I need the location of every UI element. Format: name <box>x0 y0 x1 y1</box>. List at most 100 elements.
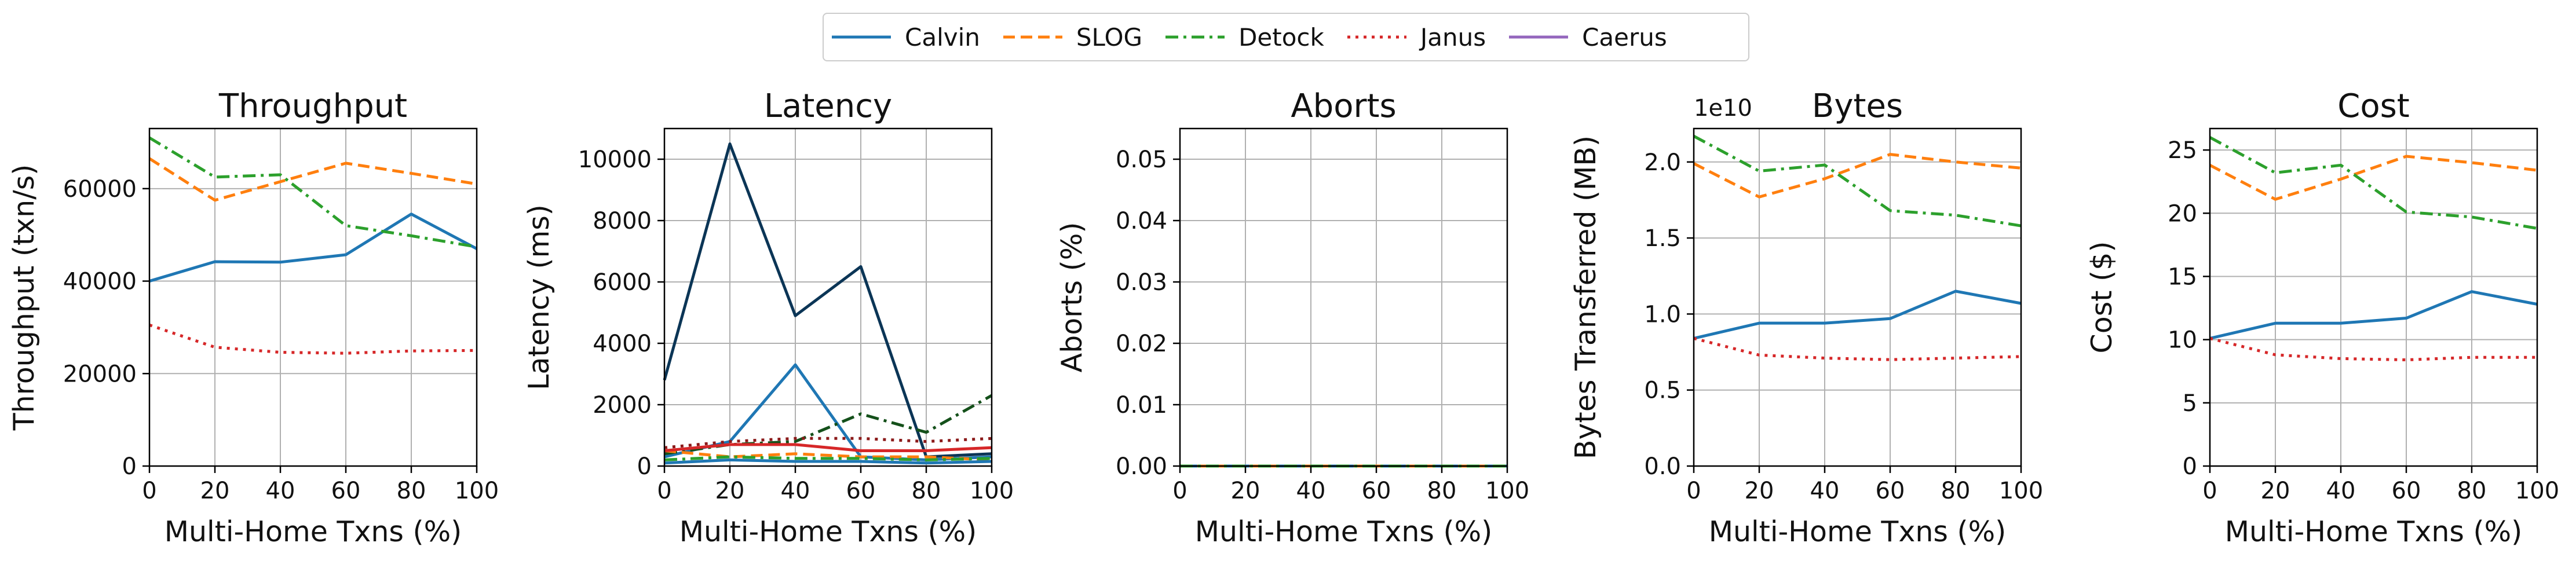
x-tick-label: 0 <box>1686 478 1701 504</box>
y-tick-label: 20000 <box>63 361 137 387</box>
x-tick-label: 0 <box>657 478 671 504</box>
chart-panel-throughput: 0 20 40 60 80 100 0 20000 40000 60000 Throughput Mu… <box>8 87 499 548</box>
y-tick-label: 0.5 <box>1644 377 1681 404</box>
series-line-janus <box>2209 337 2537 362</box>
x-tick-label: 20 <box>2261 478 2290 504</box>
legend-swatch <box>1509 35 1569 39</box>
legend-entry-slog: SLOG <box>1001 23 1142 52</box>
x-tick-label: 80 <box>397 478 426 504</box>
x-tick-label: 40 <box>266 478 295 504</box>
chart-panel-bytes: 0 20 40 60 80 100 0.0 0.5 1.0 1.5 2.0 Bytes Multi-Ho… <box>1569 87 2043 548</box>
x-tick-label: 60 <box>331 478 361 504</box>
plot-frame <box>148 127 478 467</box>
legend-entry-caerus: Caerus <box>1507 23 1667 52</box>
x-axis-label: Multi-Home Txns (%) <box>2225 515 2523 548</box>
y-axis-label: Bytes Transferred (MB) <box>1569 135 1602 459</box>
x-tick-label: 100 <box>1999 478 2043 504</box>
y-tick-label: 20 <box>2168 200 2197 227</box>
x-tick-label: 60 <box>2392 478 2421 504</box>
y-tick-label: 10000 <box>578 146 652 173</box>
legend-entry-calvin: Calvin <box>830 23 980 52</box>
legend-label: Janus <box>1420 23 1486 52</box>
chart-title: Latency <box>764 87 892 125</box>
x-tick-label: 0 <box>142 478 156 504</box>
x-tick-label: 40 <box>781 478 810 504</box>
x-tick-label: 100 <box>2515 478 2559 504</box>
chart-title: Throughput <box>218 87 407 125</box>
y-tick-label: 60000 <box>63 176 137 203</box>
x-tick-label: 20 <box>1745 478 1774 504</box>
y-tick-label: 0 <box>2183 453 2197 480</box>
y-tick-label: 40000 <box>63 269 137 295</box>
legend-label: Detock <box>1238 23 1324 52</box>
series-line-detock <box>148 136 477 248</box>
y-tick-label: 15 <box>2168 263 2197 290</box>
legend: Calvin SLOG Detock Janus Caerus <box>823 13 1749 61</box>
legend-swatch <box>832 35 891 39</box>
y-tick-label: 0.00 <box>1116 453 1167 480</box>
y-tick-label: 6000 <box>593 269 652 296</box>
y-tick-label: 2000 <box>593 392 652 419</box>
series-line-0 <box>663 142 992 459</box>
series-line-6 <box>664 455 992 461</box>
y-tick-label: 2.0 <box>1644 149 1681 176</box>
y-axis-label: Cost ($) <box>2085 241 2118 354</box>
series-line-detock <box>1693 134 2022 228</box>
series-line-detock <box>2209 136 2538 230</box>
chart-title: Cost <box>2337 87 2410 125</box>
legend-label: Calvin <box>905 23 980 52</box>
x-tick-label: 100 <box>455 478 499 504</box>
legend-entry-detock: Detock <box>1163 23 1324 52</box>
y-tick-label: 4000 <box>593 331 652 357</box>
x-axis-label: Multi-Home Txns (%) <box>165 515 462 548</box>
y-axis-label: Throughput (txn/s) <box>8 164 41 431</box>
x-axis-label: Multi-Home Txns (%) <box>679 515 977 548</box>
y-tick-label: 0.05 <box>1116 146 1167 173</box>
y-tick-label: 1.0 <box>1644 301 1681 328</box>
legend-label: Caerus <box>1582 23 1667 52</box>
y-tick-label: 1.5 <box>1644 225 1681 252</box>
x-tick-label: 20 <box>200 478 230 504</box>
chart-panel-aborts: 0 20 40 60 80 100 0.00 0.01 0.02 0.03 0.04 0.05 Abor… <box>1055 87 1529 548</box>
chart-panel-latency: 0 20 40 60 80 100 0 2000 4000 6000 8000 10000 Latenc… <box>522 87 1014 548</box>
x-tick-label: 20 <box>1231 478 1260 504</box>
legend-label: SLOG <box>1076 23 1143 52</box>
series-line-janus <box>149 324 477 355</box>
x-tick-label: 60 <box>1876 478 1905 504</box>
y-tick-label: 0.03 <box>1116 269 1167 296</box>
series-line-janus <box>1693 336 2022 361</box>
x-tick-label: 80 <box>1941 478 1971 504</box>
y-tick-label: 8000 <box>593 208 652 234</box>
legend-swatch <box>1347 35 1406 39</box>
x-tick-label: 0 <box>1172 478 1187 504</box>
y-axis-label: Aborts (%) <box>1055 222 1088 373</box>
plot-frame <box>1179 127 1508 467</box>
x-tick-label: 40 <box>1810 478 1840 504</box>
x-tick-label: 20 <box>715 478 745 504</box>
series-line-slog <box>1693 153 2022 199</box>
series-line-5 <box>664 443 992 452</box>
series-line-3 <box>664 449 992 461</box>
x-tick-label: 0 <box>2202 478 2217 504</box>
series-line-calvin <box>2209 290 2538 340</box>
series-line-slog <box>2209 155 2538 201</box>
y-tick-label: 0 <box>122 453 137 480</box>
series-line-calvin <box>1693 289 2022 340</box>
x-tick-label: 80 <box>2457 478 2487 504</box>
x-tick-label: 100 <box>970 478 1014 504</box>
chart-title: Bytes <box>1812 87 1903 125</box>
series-line-slog <box>148 157 477 202</box>
legend-swatch <box>1165 35 1225 39</box>
offset-text: 1e10 <box>1694 95 1752 122</box>
x-tick-label: 40 <box>1296 478 1326 504</box>
legend-entry-janus: Janus <box>1345 23 1486 52</box>
x-tick-label: 80 <box>1427 478 1457 504</box>
plot-frame <box>2209 127 2538 467</box>
chart-panel-cost: 0 20 40 60 80 100 0 5 10 15 20 25 Cost Multi-Home Txn… <box>2085 87 2559 548</box>
y-tick-label: 25 <box>2168 137 2197 164</box>
series-line-7 <box>664 458 992 465</box>
plot-frame <box>663 127 993 467</box>
y-tick-label: 0.04 <box>1116 208 1167 234</box>
x-axis-label: Multi-Home Txns (%) <box>1709 515 2007 548</box>
